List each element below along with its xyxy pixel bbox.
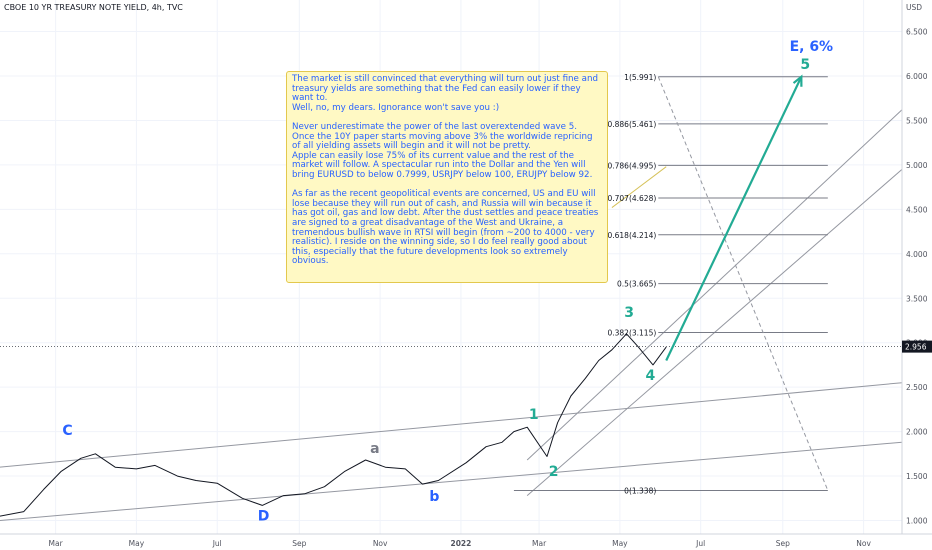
time-tick-label: Mar: [49, 539, 64, 548]
fib-retracement[interactable]: 1(5.991) 0.886(5.461) 0.786(4.995) 0.707(4.…: [513, 73, 829, 496]
time-tick-label: Sep: [292, 539, 306, 548]
current-price-badge: [902, 340, 932, 353]
fib-level-label: 0.707(4.628): [607, 194, 656, 203]
price-tick-label: 1.000: [906, 517, 928, 526]
comment-note[interactable]: The market is still convinced that every…: [286, 71, 608, 283]
fib-level-label: 0.382(3.115): [607, 328, 656, 337]
price-tick-label: 3.500: [906, 294, 928, 303]
wave-label-C: C: [62, 423, 72, 439]
channel-line: [0, 382, 903, 468]
price-tick-label: 2.000: [906, 428, 928, 437]
price-tick-label: 4.500: [906, 205, 928, 214]
price-tick-label: 6.000: [906, 72, 928, 81]
time-tick-label: Nov: [856, 539, 871, 548]
fib-level-label: 0.786(4.995): [607, 161, 656, 170]
wave-5-projection[interactable]: E, 6%: [665, 39, 834, 361]
price-tick-label: 5.500: [906, 116, 928, 125]
price-tick-label: 6.500: [906, 28, 928, 37]
wave-labels: C Da b 1 2 3 4 5: [62, 57, 810, 525]
price-tick-label: 5.000: [906, 161, 928, 170]
projection-arrowhead: [792, 74, 803, 87]
price-line: [0, 333, 667, 517]
chart-title: CBOE 10 YR TREASURY NOTE YIELD, 4h, TVC: [4, 3, 183, 12]
projection-arrow: [665, 76, 803, 361]
wave-label-b: b: [429, 489, 439, 505]
fib-level-label: 0(1.338): [624, 486, 656, 495]
time-tick-label: Jul: [695, 539, 705, 548]
price-axis-panel: [902, 0, 932, 550]
fib-level-label: 1(5.991): [624, 73, 656, 82]
currency-label: USD: [906, 3, 922, 12]
wave-label-4: 4: [645, 368, 655, 384]
wave-label-2: 2: [549, 464, 559, 480]
channel-line: [611, 166, 667, 208]
price-tick-label: 2.500: [906, 383, 928, 392]
time-tick-label: Jul: [212, 539, 222, 548]
fib-level-label: 0.5(3.665): [617, 280, 656, 289]
time-tick-label: 2022: [450, 539, 471, 548]
channel-line: [0, 441, 903, 521]
wave-label-3: 3: [624, 305, 634, 321]
wave-label-5: 5: [800, 57, 810, 73]
price-tick-label: 1.500: [906, 472, 928, 481]
fib-level-label: 0.618(4.214): [607, 231, 656, 240]
time-tick-label: Nov: [373, 539, 388, 548]
wave-label-D: D: [258, 509, 270, 525]
time-tick-label: May: [129, 539, 145, 548]
price-series: [0, 333, 667, 517]
fib-level-label: 0.886(5.461): [607, 120, 656, 129]
channel-line: [526, 109, 903, 461]
time-tick-label: Mar: [532, 539, 547, 548]
current-price-label: 2.956: [905, 343, 927, 352]
target-label: E, 6%: [790, 39, 834, 55]
wave-label-1: 1: [529, 407, 539, 423]
price-tick-label: 4.000: [906, 250, 928, 259]
time-tick-label: Sep: [776, 539, 790, 548]
wave-label-a: a: [370, 441, 379, 457]
fib-trend-line: [657, 76, 829, 491]
time-tick-label: May: [612, 539, 628, 548]
